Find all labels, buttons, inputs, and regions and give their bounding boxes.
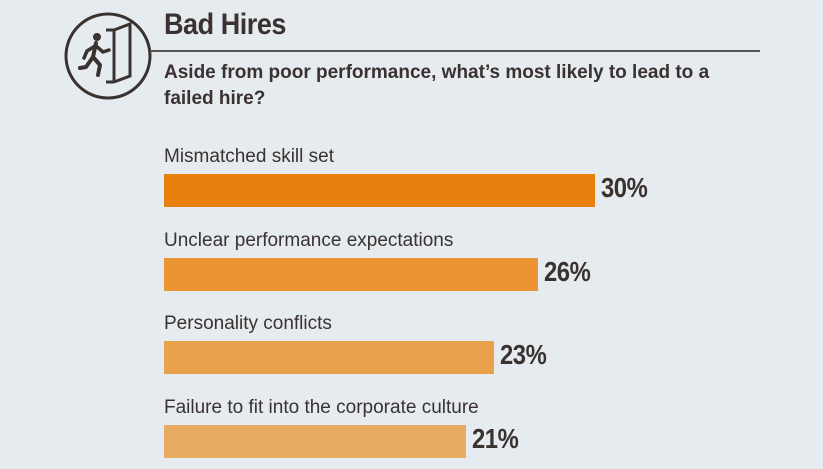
bar — [164, 424, 466, 458]
category-label: Personality conflicts — [164, 313, 332, 334]
chart-title: Bad Hires — [164, 8, 287, 41]
title-divider — [150, 50, 760, 52]
bar — [164, 341, 495, 374]
bar — [164, 174, 595, 207]
category-label: Failure to fit into the corporate cultur… — [164, 396, 479, 418]
value-label: 23% — [500, 339, 547, 370]
value-label: 26% — [543, 255, 591, 287]
category-label: Unclear performance expectations — [164, 229, 454, 251]
exit-door-icon — [62, 10, 154, 102]
category-label: Mismatched skill set — [164, 146, 334, 167]
value-label: 21% — [471, 422, 519, 454]
bar — [164, 257, 538, 291]
value-label: 30% — [601, 172, 648, 203]
chart-subtitle: Aside from poor performance, what’s most… — [164, 62, 710, 109]
